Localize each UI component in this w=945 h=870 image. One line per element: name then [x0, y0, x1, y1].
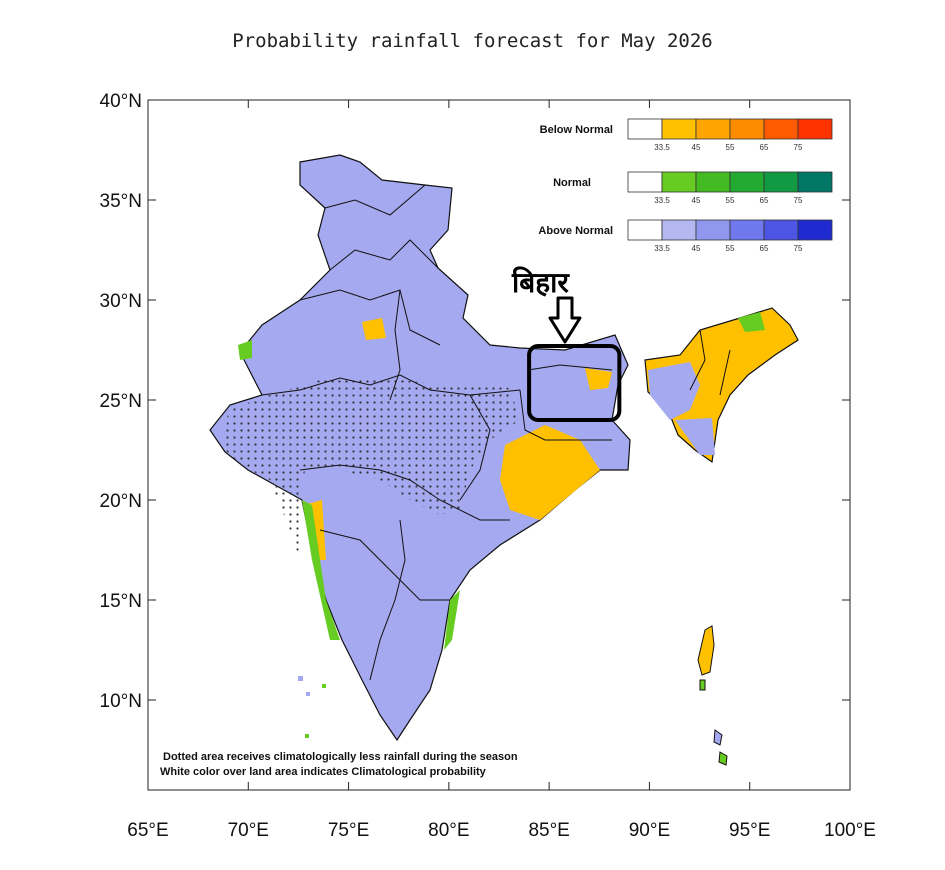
legend-tick-label: 55	[726, 143, 735, 152]
legend-swatch	[695, 118, 731, 140]
lat-tick-label: 35°N	[100, 191, 142, 212]
legend-tick-label: 55	[726, 196, 735, 205]
lat-tick-label: 20°N	[100, 491, 142, 512]
legend-tick-label: 33.5	[654, 143, 670, 152]
lon-tick-label: 80°E	[428, 820, 469, 841]
lon-axis: 65°E 70°E 75°E 80°E 85°E 90°E 95°E 100°E	[127, 100, 876, 841]
legend-swatch	[695, 219, 731, 241]
below-normal-northwest	[362, 318, 386, 340]
normal-west-fringe	[238, 340, 252, 360]
legend-tick-label: 65	[760, 143, 769, 152]
legend-swatch	[627, 171, 663, 193]
bihar-callout: बिहार	[511, 266, 622, 422]
legend-swatch	[695, 171, 731, 193]
down-arrow-icon	[548, 296, 582, 344]
below-normal-east	[585, 368, 612, 390]
lat-tick-label: 10°N	[100, 691, 142, 712]
legend-swatch	[763, 219, 799, 241]
legend-tick-label: 45	[692, 143, 701, 152]
andaman-islands	[697, 625, 728, 766]
lon-tick-label: 100°E	[824, 820, 876, 841]
note-white-color: White color over land area indicates Cli…	[160, 766, 487, 778]
normal-east-coast	[444, 590, 460, 650]
legend-tick-label: 55	[726, 244, 735, 253]
lon-tick-label: 65°E	[127, 820, 168, 841]
bihar-highlight-box	[527, 344, 622, 422]
lat-tick-label: 30°N	[100, 291, 142, 312]
legend-label: Below Normal	[540, 124, 613, 136]
legend-tick-label: 33.5	[654, 196, 670, 205]
legend-tick-label: 65	[760, 244, 769, 253]
lat-axis: 40°N 35°N 30°N 25°N 20°N 15°N 10°N	[100, 91, 850, 712]
legend-swatch	[797, 118, 833, 140]
legend-tick-label: 65	[760, 196, 769, 205]
legend-tick-label: 75	[794, 143, 803, 152]
legend-swatch	[763, 118, 799, 140]
legend-label: Normal	[553, 177, 591, 189]
legend-swatch	[729, 219, 765, 241]
legend-swatch	[627, 118, 663, 140]
legend-tick-label: 45	[692, 244, 701, 253]
lat-tick-label: 40°N	[100, 91, 142, 112]
legend-label: Above Normal	[538, 225, 613, 237]
legend-swatch	[763, 171, 799, 193]
normal-west-coast	[302, 500, 340, 640]
lon-tick-label: 85°E	[528, 820, 569, 841]
legend-swatch	[661, 219, 697, 241]
lon-tick-label: 75°E	[328, 820, 369, 841]
legend-swatch	[661, 118, 697, 140]
lon-tick-label: 95°E	[729, 820, 770, 841]
legend-tick-label: 33.5	[654, 244, 670, 253]
lakshadweep-islands	[298, 676, 326, 738]
legend-swatch	[797, 219, 833, 241]
northeast-above-normal-patch	[675, 418, 715, 455]
legend-tick-label: 75	[794, 196, 803, 205]
legend-swatch	[729, 118, 765, 140]
map-title: Probability rainfall forecast for May 20…	[232, 30, 713, 52]
lon-tick-label: 90°E	[629, 820, 670, 841]
legend: Below Normal 33.5 45 55 65 75 Normal 33.5 45 55 65…	[538, 118, 833, 253]
normal-northeast	[738, 312, 765, 332]
note-dotted-area: Dotted area receives climatologically le…	[163, 751, 518, 763]
lat-tick-label: 15°N	[100, 591, 142, 612]
legend-swatch	[797, 171, 833, 193]
lon-tick-label: 70°E	[228, 820, 269, 841]
legend-swatch	[661, 171, 697, 193]
legend-swatch	[627, 219, 663, 241]
lat-tick-label: 25°N	[100, 391, 142, 412]
bihar-label: बिहार	[511, 266, 570, 299]
below-normal-east	[500, 425, 600, 520]
legend-tick-label: 45	[692, 196, 701, 205]
northeast-above-normal-patch	[648, 362, 700, 420]
legend-tick-label: 75	[794, 244, 803, 253]
state-boundaries	[261, 184, 731, 681]
legend-swatch	[729, 171, 765, 193]
